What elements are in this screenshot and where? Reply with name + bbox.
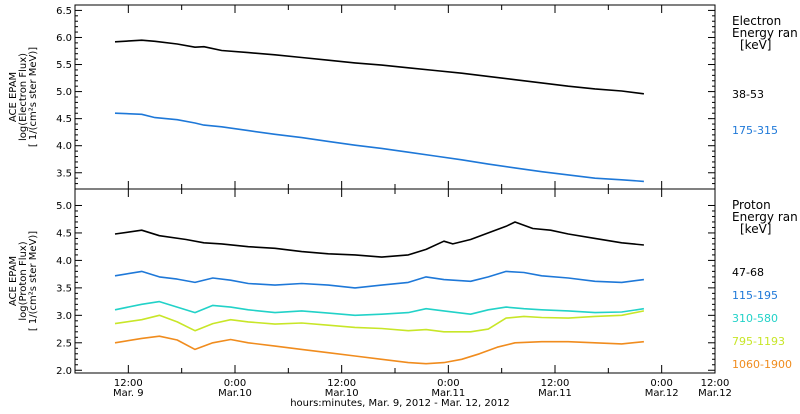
y-tick-label: 3.5: [56, 283, 72, 294]
series-line-1060-1900: [114, 335, 644, 365]
x-tick-date-label: Mar. 9: [113, 388, 144, 399]
y-axis-label-line: [ 1/(cm²s ster MeV)]: [28, 231, 39, 331]
y-tick-label: 2.5: [56, 338, 72, 349]
legend-title-line: Electron: [732, 14, 781, 28]
y-tick-label: 6.5: [56, 6, 72, 17]
legend-item: 795-1193: [732, 335, 785, 348]
y-axis-label-line: log(Proton Flux): [18, 241, 29, 320]
y-axis-label-line: ACE EPAM: [8, 256, 19, 306]
y-axis-label-line: ACE EPAM: [8, 72, 19, 122]
series-line-47-68: [114, 221, 644, 258]
y-tick-label: 4.5: [56, 114, 72, 125]
legend-item: 47-68: [732, 266, 764, 279]
series-line-175-315: [114, 112, 644, 183]
x-tick-date-label: Mar.10: [325, 388, 359, 399]
legend-item: 115-195: [732, 289, 778, 302]
legend-title-line: Energy ran: [732, 210, 798, 224]
y-tick-label: 4.0: [56, 256, 72, 267]
legend-item: 1060-1900: [732, 358, 792, 371]
series-line-310-580: [114, 300, 645, 317]
y-tick-label: 4.5: [56, 228, 72, 239]
x-tick-time-label: 12:00: [701, 378, 730, 389]
series-line-115-195: [114, 270, 645, 289]
x-tick-time-label: 0:00: [650, 378, 672, 389]
panel-proton: 2.0 2.5 3.0 3.5 4.0 4.5 5.0 ACE EPAM log(Proton …: [8, 188, 798, 377]
x-tick-time-label: 12:00: [327, 378, 356, 389]
series-line-795-1193: [114, 310, 645, 333]
x-axis-title: hours:minutes, Mar. 9, 2012 - Mar. 12, 2…: [290, 398, 510, 409]
legend-item: 38-53: [732, 88, 764, 101]
x-tick-date-label: Mar.10: [218, 388, 252, 399]
y-tick-label: 3.5: [56, 168, 72, 179]
legend-title-line: Proton: [732, 198, 771, 212]
y-tick-label: 5.0: [56, 87, 72, 98]
x-tick-date-label: Mar.12: [645, 388, 679, 399]
legend-title-line: [keV]: [740, 38, 771, 52]
y-tick-label: 5.5: [56, 60, 72, 71]
y-tick-label: 2.0: [56, 366, 72, 377]
x-tick-time-label: 0:00: [437, 378, 459, 389]
x-tick-time-label: 0:00: [224, 378, 246, 389]
legend-title-line: [keV]: [740, 222, 771, 236]
y-axis-label-line: [ 1/(cm²s ster MeV)]: [28, 47, 39, 147]
legend-title-line: Energy ran: [732, 26, 798, 40]
y-tick-label: 6.0: [56, 33, 72, 44]
legend-item: 175-315: [732, 124, 778, 137]
x-tick-date-label: Mar.11: [538, 388, 572, 399]
y-tick-label: 4.0: [56, 141, 72, 152]
x-tick-time-label: 12:00: [541, 378, 570, 389]
y-tick-label: 5.0: [56, 201, 72, 212]
legend-item: 310-580: [732, 312, 778, 325]
x-tick-time-label: 12:00: [114, 378, 143, 389]
y-axis-label-line: log(Electron Flux): [18, 53, 29, 141]
panel-electron: 3.5 4.0 4.5 5.0 5.5 6.0 6.5 ACE EPAM log(Electro…: [8, 4, 798, 190]
y-tick-label: 3.0: [56, 311, 72, 322]
x-tick-date-label: Mar.12: [698, 388, 732, 399]
series-line-38-53: [114, 39, 645, 95]
x-tick-date-label: Mar.11: [431, 388, 465, 399]
